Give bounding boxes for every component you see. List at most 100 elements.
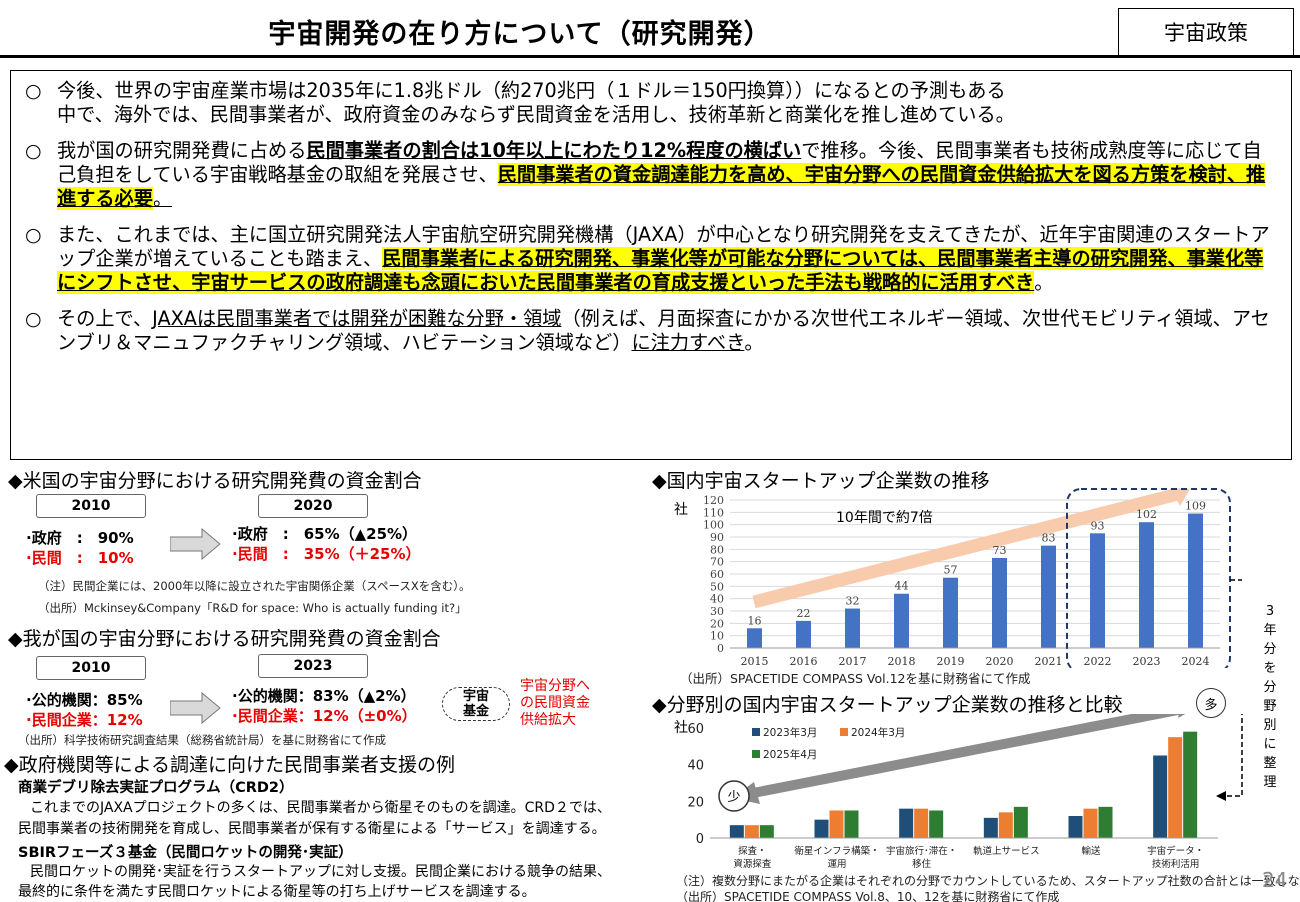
legend-label: 2023年3月	[763, 726, 817, 739]
us-heading: ◆米国の宇宙分野における研究開発費の資金割合	[8, 470, 422, 492]
y-tick-label: 90	[710, 531, 724, 544]
y-tick-label: 30	[710, 605, 724, 618]
y-unit-label: 社	[674, 720, 688, 736]
y-tick-label: 40	[710, 593, 724, 606]
bar	[814, 819, 829, 838]
three-year-note: 3年分を分野別に整理	[1263, 604, 1277, 790]
y-tick-label: 80	[710, 543, 724, 556]
trend-arrow	[752, 488, 1180, 609]
chart2-note: （注）複数分野にまたがる企業はそれぞれの分野でカウントしているため、スタートアッ…	[676, 874, 1300, 888]
y-unit-label: 社	[674, 502, 688, 518]
y-tick-label: 100	[703, 519, 724, 532]
bar	[759, 825, 774, 838]
us-to-priv: ·民間 : 35%（＋25%）	[232, 545, 421, 563]
legend-swatch	[752, 750, 760, 758]
x-tick-label: 2021	[1035, 655, 1063, 668]
bar	[998, 812, 1013, 838]
crd2-title: 商業デブリ除去実証プログラム（CRD2）	[18, 780, 294, 796]
bar	[1153, 755, 1168, 838]
jp-to-pub: ·公的機関：83%（▲2%）	[232, 687, 416, 705]
bar	[844, 810, 859, 838]
bar	[1183, 731, 1198, 838]
p4-b: JAXAは民間事業者では開発が困難な分野・領域	[152, 307, 562, 330]
x-tick-label: 探査・資源探査	[733, 845, 772, 870]
bullet-icon: ○	[25, 308, 42, 330]
sbir-title: SBIRフェーズ３基金（民間ロケットの開発･実証）	[18, 845, 353, 861]
y-tick-label: 60	[710, 568, 724, 581]
bar	[1013, 806, 1028, 838]
bar	[899, 808, 914, 838]
title-rule	[0, 55, 1300, 58]
y-tick-label: 40	[687, 759, 704, 774]
chart2-source: （出所）SPACETIDE COMPASS Vol.8、10、12を基に財務省に…	[676, 890, 1060, 902]
bar	[1090, 533, 1105, 648]
chart2-heading: ◆分野別の国内宇宙スタートアップ企業数の推移と比較	[652, 694, 1123, 716]
many-circle: 多	[1196, 688, 1226, 718]
bar	[845, 608, 860, 648]
jp-year-to: 2023	[258, 654, 368, 678]
y-tick-label: 10	[710, 630, 724, 643]
support-heading: ◆政府機関等による調達に向けた民間事業者支援の例	[4, 754, 456, 776]
x-tick-label: 2022	[1084, 655, 1112, 668]
us-year-to: 2020	[258, 494, 368, 518]
us-from-priv: ·民間 : 10%	[26, 549, 134, 567]
sbir-line2: 最終的に条件を満たす民間ロケットによる衛星等の打ち上げサービスを調達する。	[18, 884, 536, 900]
chart1-source: （出所）SPACETIDE COMPASS Vol.12を基に財務省にて作成	[680, 671, 1031, 686]
y-tick-label: 50	[710, 580, 724, 593]
y-tick-label: 0	[696, 832, 704, 847]
bar	[992, 557, 1007, 648]
bar	[983, 817, 998, 838]
p2-a: 我が国の研究開発費に占める	[57, 139, 307, 162]
x-tick-label: 2023	[1133, 655, 1161, 668]
y-tick-label: 0	[717, 642, 724, 655]
bar	[744, 825, 759, 838]
p1-line1: 今後、世界の宇宙産業市場は2035年に1.8兆ドル（約270兆円（１ドル＝150…	[57, 79, 1006, 102]
x-tick-label: 2018	[888, 655, 916, 668]
p2-e: 。	[152, 187, 173, 210]
bullet-icon: ○	[25, 140, 42, 162]
bar	[1168, 737, 1183, 838]
x-tick-label: 2017	[839, 655, 867, 668]
data-label: 93	[1091, 519, 1105, 532]
x-tick-label: 2020	[986, 655, 1014, 668]
legend-swatch	[840, 728, 848, 736]
data-label: 44	[895, 580, 909, 593]
bar	[1098, 806, 1113, 838]
legend-swatch	[752, 728, 760, 736]
jp-to-priv: ·民間企業：12%（±0%）	[232, 707, 417, 725]
x-tick-label: 輸送	[1081, 845, 1101, 857]
p4-a: その上で、	[57, 307, 153, 330]
jp-heading: ◆我が国の宇宙分野における研究開発費の資金割合	[8, 628, 441, 650]
x-tick-label: 2019	[937, 655, 965, 668]
x-tick-label: 衛星インフラ構築・運用	[794, 845, 879, 870]
private-fund-note: 宇宙分野へ の民間資金 供給拡大	[520, 678, 590, 728]
paragraph-1: ○ 今後、世界の宇宙産業市場は2035年に1.8兆ドル（約270兆円（１ドル＝1…	[25, 79, 1275, 127]
p2-c: で推移。今後、民間事業者も技術成熟度等に応じて自己負担をしている宇宙戦略基金の取…	[57, 139, 1262, 186]
comparison-arrow	[747, 714, 1184, 799]
field-startup-chart: 社 0 20 40 60 2023年3月 2024年3月 2025年4月探査・資源探査衛星イン…	[674, 714, 1243, 870]
x-tick-label: 宇宙データ・技術利活用	[1147, 845, 1204, 870]
bracket-arrow-head	[1216, 791, 1226, 801]
us-from-gov: ·政府 : 90%	[26, 529, 134, 547]
y-tick-label: 60	[687, 722, 704, 737]
page-number: 24	[1262, 868, 1288, 892]
jp-from-priv: ·民間企業：12%	[26, 711, 143, 729]
x-tick-label: 宇宙旅行･滞在・移住	[886, 845, 957, 870]
us-note: （注）民間企業には、2000年以降に設立された宇宙関係企業（スペースXを含む）。	[38, 579, 471, 593]
data-label: 73	[993, 544, 1007, 557]
bar	[747, 628, 762, 648]
y-tick-label: 20	[687, 795, 704, 810]
bullet-icon: ○	[25, 224, 42, 246]
page-title: 宇宙開発の在り方について（研究開発）	[268, 19, 772, 50]
legend-label: 2024年3月	[851, 726, 905, 739]
crd2-line1: これまでのJAXAプロジェクトの多くは、民間事業者から衛星そのものを調達。CRD…	[30, 800, 611, 816]
gray-arrow-icon	[170, 692, 221, 724]
p4-d: に注力すべき	[631, 331, 745, 354]
sbir-line1: 民間ロケットの開発･実証を行うスタートアップに対し支援。民間企業における競争の結…	[30, 864, 611, 880]
paragraph-4: ○ その上で、JAXAは民間事業者では開発が困難な分野・領域（例えば、月面探査に…	[25, 307, 1275, 355]
bar	[1139, 522, 1154, 648]
p3-a: また、これまでは、主に国立研究開発法人宇宙航空研究開発機構（JAXA）が中心とな…	[57, 223, 1270, 270]
bar	[796, 620, 811, 648]
bar	[914, 808, 929, 838]
